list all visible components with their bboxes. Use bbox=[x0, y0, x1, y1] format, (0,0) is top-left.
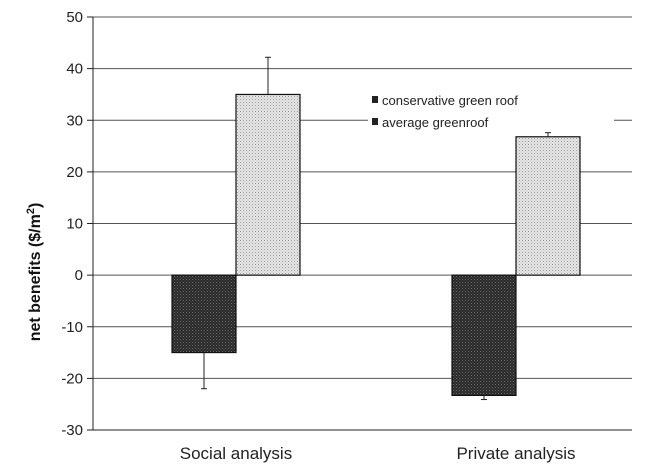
y-tick-label: 30 bbox=[66, 112, 83, 129]
bar bbox=[171, 274, 237, 354]
y-axis-title: net benefits ($/m2) bbox=[25, 203, 44, 342]
category-label: Private analysis bbox=[456, 444, 575, 463]
y-tick-label: 10 bbox=[66, 216, 83, 233]
legend-background bbox=[368, 115, 614, 131]
y-axis-title-suffix: ) bbox=[27, 203, 44, 208]
y-axis-title-prefix: net benefits ($/m bbox=[27, 214, 44, 341]
y-tick-label: 20 bbox=[66, 164, 83, 181]
y-axis-title-sup: 2 bbox=[25, 208, 37, 214]
legend-label: average greenroof bbox=[382, 115, 489, 130]
legend-swatch bbox=[372, 96, 378, 103]
legend-background bbox=[368, 93, 614, 109]
y-tick-label: -20 bbox=[61, 370, 83, 387]
category-label: Social analysis bbox=[180, 444, 292, 463]
bar bbox=[515, 136, 581, 276]
bar bbox=[235, 93, 301, 276]
y-tick-label: -30 bbox=[61, 422, 83, 439]
y-tick-label: 0 bbox=[75, 267, 83, 284]
bars bbox=[171, 56, 581, 401]
axes: 50 40 30 20 10 0 -10 -20 -30 Social analysis Priva… bbox=[61, 9, 632, 463]
y-tick-label: -10 bbox=[61, 319, 83, 336]
legend: conservative green roof average greenroof bbox=[368, 93, 614, 131]
legend-swatch bbox=[372, 118, 378, 125]
y-tick-label: 50 bbox=[66, 9, 83, 26]
legend-label: conservative green roof bbox=[382, 93, 518, 108]
bar bbox=[451, 274, 517, 397]
y-tick-label: 40 bbox=[66, 61, 83, 78]
